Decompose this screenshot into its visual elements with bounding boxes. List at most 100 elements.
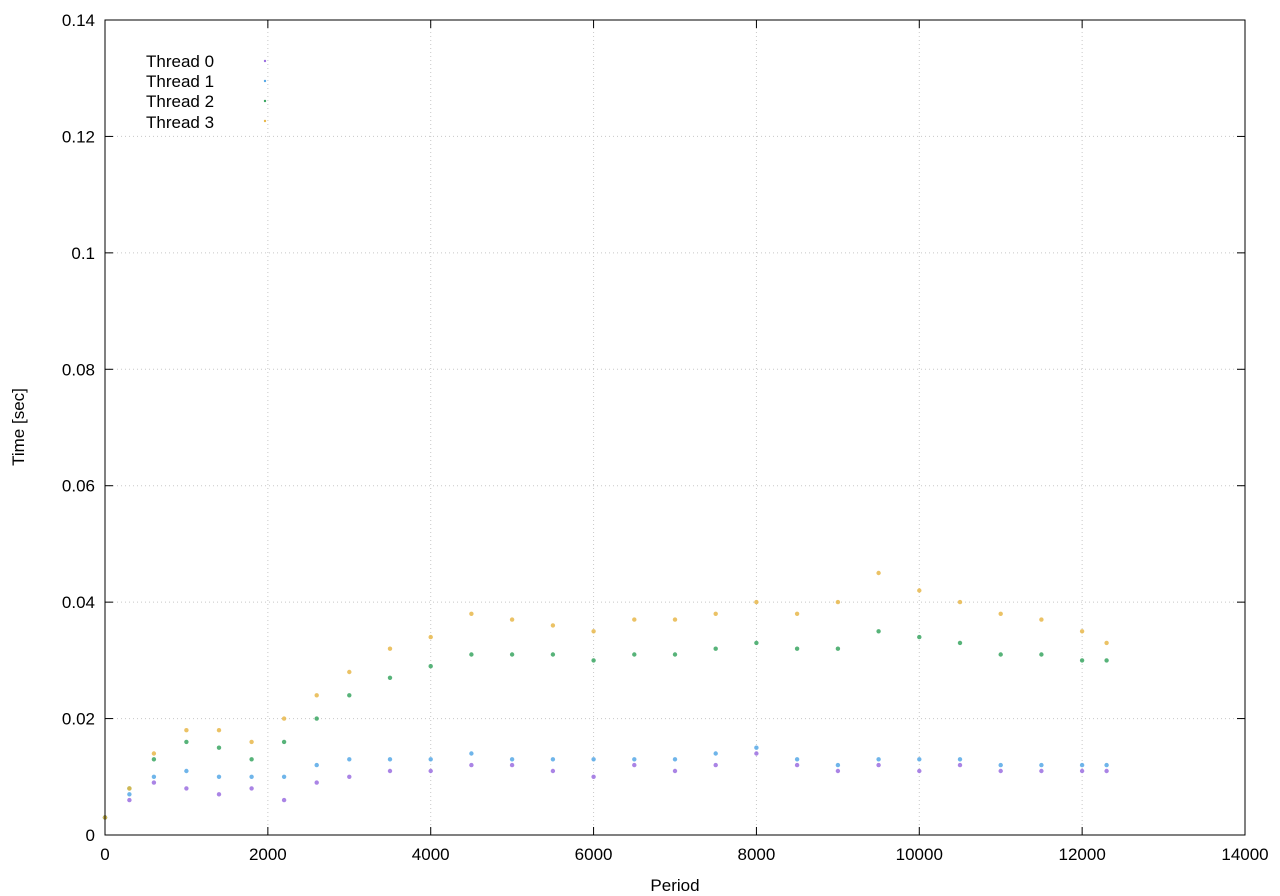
legend-marker-thread-1 (263, 79, 267, 83)
grid (105, 20, 1245, 835)
data-point (713, 762, 718, 768)
data-point (1039, 652, 1044, 657)
x-tick-label: 10000 (896, 845, 943, 864)
data-point (1039, 762, 1044, 768)
x-tick-label: 4000 (412, 845, 450, 864)
legend-label-thread-2: Thread 2 (146, 92, 214, 111)
data-point (184, 739, 189, 745)
data-point (591, 774, 596, 779)
data-point (184, 728, 189, 733)
data-point (550, 652, 556, 657)
data-point (509, 617, 515, 622)
data-point (249, 757, 254, 762)
legend: Thread 0 Thread 1 Thread 2 Thread 3 (146, 52, 267, 132)
data-point (1079, 768, 1085, 774)
x-tick-label: 6000 (575, 845, 613, 864)
data-point (550, 757, 556, 762)
data-point (835, 599, 841, 605)
data-point (1104, 658, 1109, 663)
data-point (591, 658, 596, 663)
data-point (1039, 617, 1044, 622)
data-point (876, 629, 881, 634)
data-point (1079, 762, 1085, 768)
data-point (957, 762, 963, 768)
data-point (428, 634, 433, 640)
data-point (794, 611, 800, 616)
y-tick-label: 0.06 (62, 477, 95, 496)
data-point (835, 762, 841, 768)
legend-marker-thread-2 (263, 99, 267, 103)
y-tick-label: 0.12 (62, 127, 95, 146)
data-point (314, 780, 319, 785)
data-point (281, 774, 287, 779)
data-point (509, 757, 515, 762)
x-tick-label: 2000 (249, 845, 287, 864)
data-point (249, 739, 254, 745)
data-point (428, 757, 433, 762)
data-point (314, 693, 319, 698)
data-point (957, 599, 963, 605)
data-point (347, 693, 352, 698)
data-point (998, 768, 1003, 774)
data-point (917, 634, 922, 640)
data-point (917, 768, 922, 774)
data-point (998, 611, 1003, 616)
data-point (713, 611, 718, 616)
data-point (1104, 640, 1109, 646)
x-tick-label: 8000 (738, 845, 776, 864)
y-tick-label: 0 (86, 826, 95, 845)
data-point (387, 646, 393, 651)
y-tick-label: 0.02 (62, 710, 95, 729)
data-point (216, 745, 222, 750)
data-point (151, 780, 157, 785)
data-point (281, 716, 287, 721)
data-point (632, 762, 637, 768)
data-point (998, 652, 1003, 657)
data-point (917, 588, 922, 593)
data-point (754, 751, 759, 756)
data-point (1039, 768, 1044, 774)
data-point (754, 745, 759, 750)
data-point (876, 757, 881, 762)
y-tick-label: 0.08 (62, 360, 95, 379)
data-point (428, 768, 433, 774)
legend-marker-thread-3 (263, 119, 267, 123)
data-point (151, 751, 157, 756)
data-point (550, 768, 556, 774)
data-point (184, 786, 189, 791)
data-point (314, 762, 319, 768)
data-point (1079, 629, 1085, 634)
plot-frame (104, 19, 1246, 836)
data-point (672, 757, 678, 762)
x-tick-label: 0 (100, 845, 109, 864)
data-point (216, 792, 222, 797)
data-point (835, 768, 841, 774)
data-point (509, 652, 515, 657)
data-point (469, 751, 474, 756)
data-point (387, 757, 393, 762)
legend-label-thread-1: Thread 1 (146, 72, 214, 91)
series-thread-2 (102, 629, 1109, 820)
data-point (469, 762, 474, 768)
data-point (591, 757, 596, 762)
data-point (876, 762, 881, 768)
data-point (632, 757, 637, 762)
data-point (672, 617, 678, 622)
data-point (591, 629, 596, 634)
data-point (632, 617, 637, 622)
data-points (102, 570, 1109, 820)
data-point (184, 768, 189, 774)
data-point (835, 646, 841, 651)
data-point (998, 762, 1003, 768)
data-point (957, 640, 963, 646)
data-point (387, 768, 393, 774)
data-point (917, 757, 922, 762)
data-point (632, 652, 637, 657)
data-point (1104, 762, 1109, 768)
data-point (314, 716, 319, 721)
legend-marker-thread-0 (263, 59, 267, 63)
data-point (347, 757, 352, 762)
series-thread-1 (102, 745, 1109, 820)
y-tick-label: 0.04 (62, 593, 95, 612)
